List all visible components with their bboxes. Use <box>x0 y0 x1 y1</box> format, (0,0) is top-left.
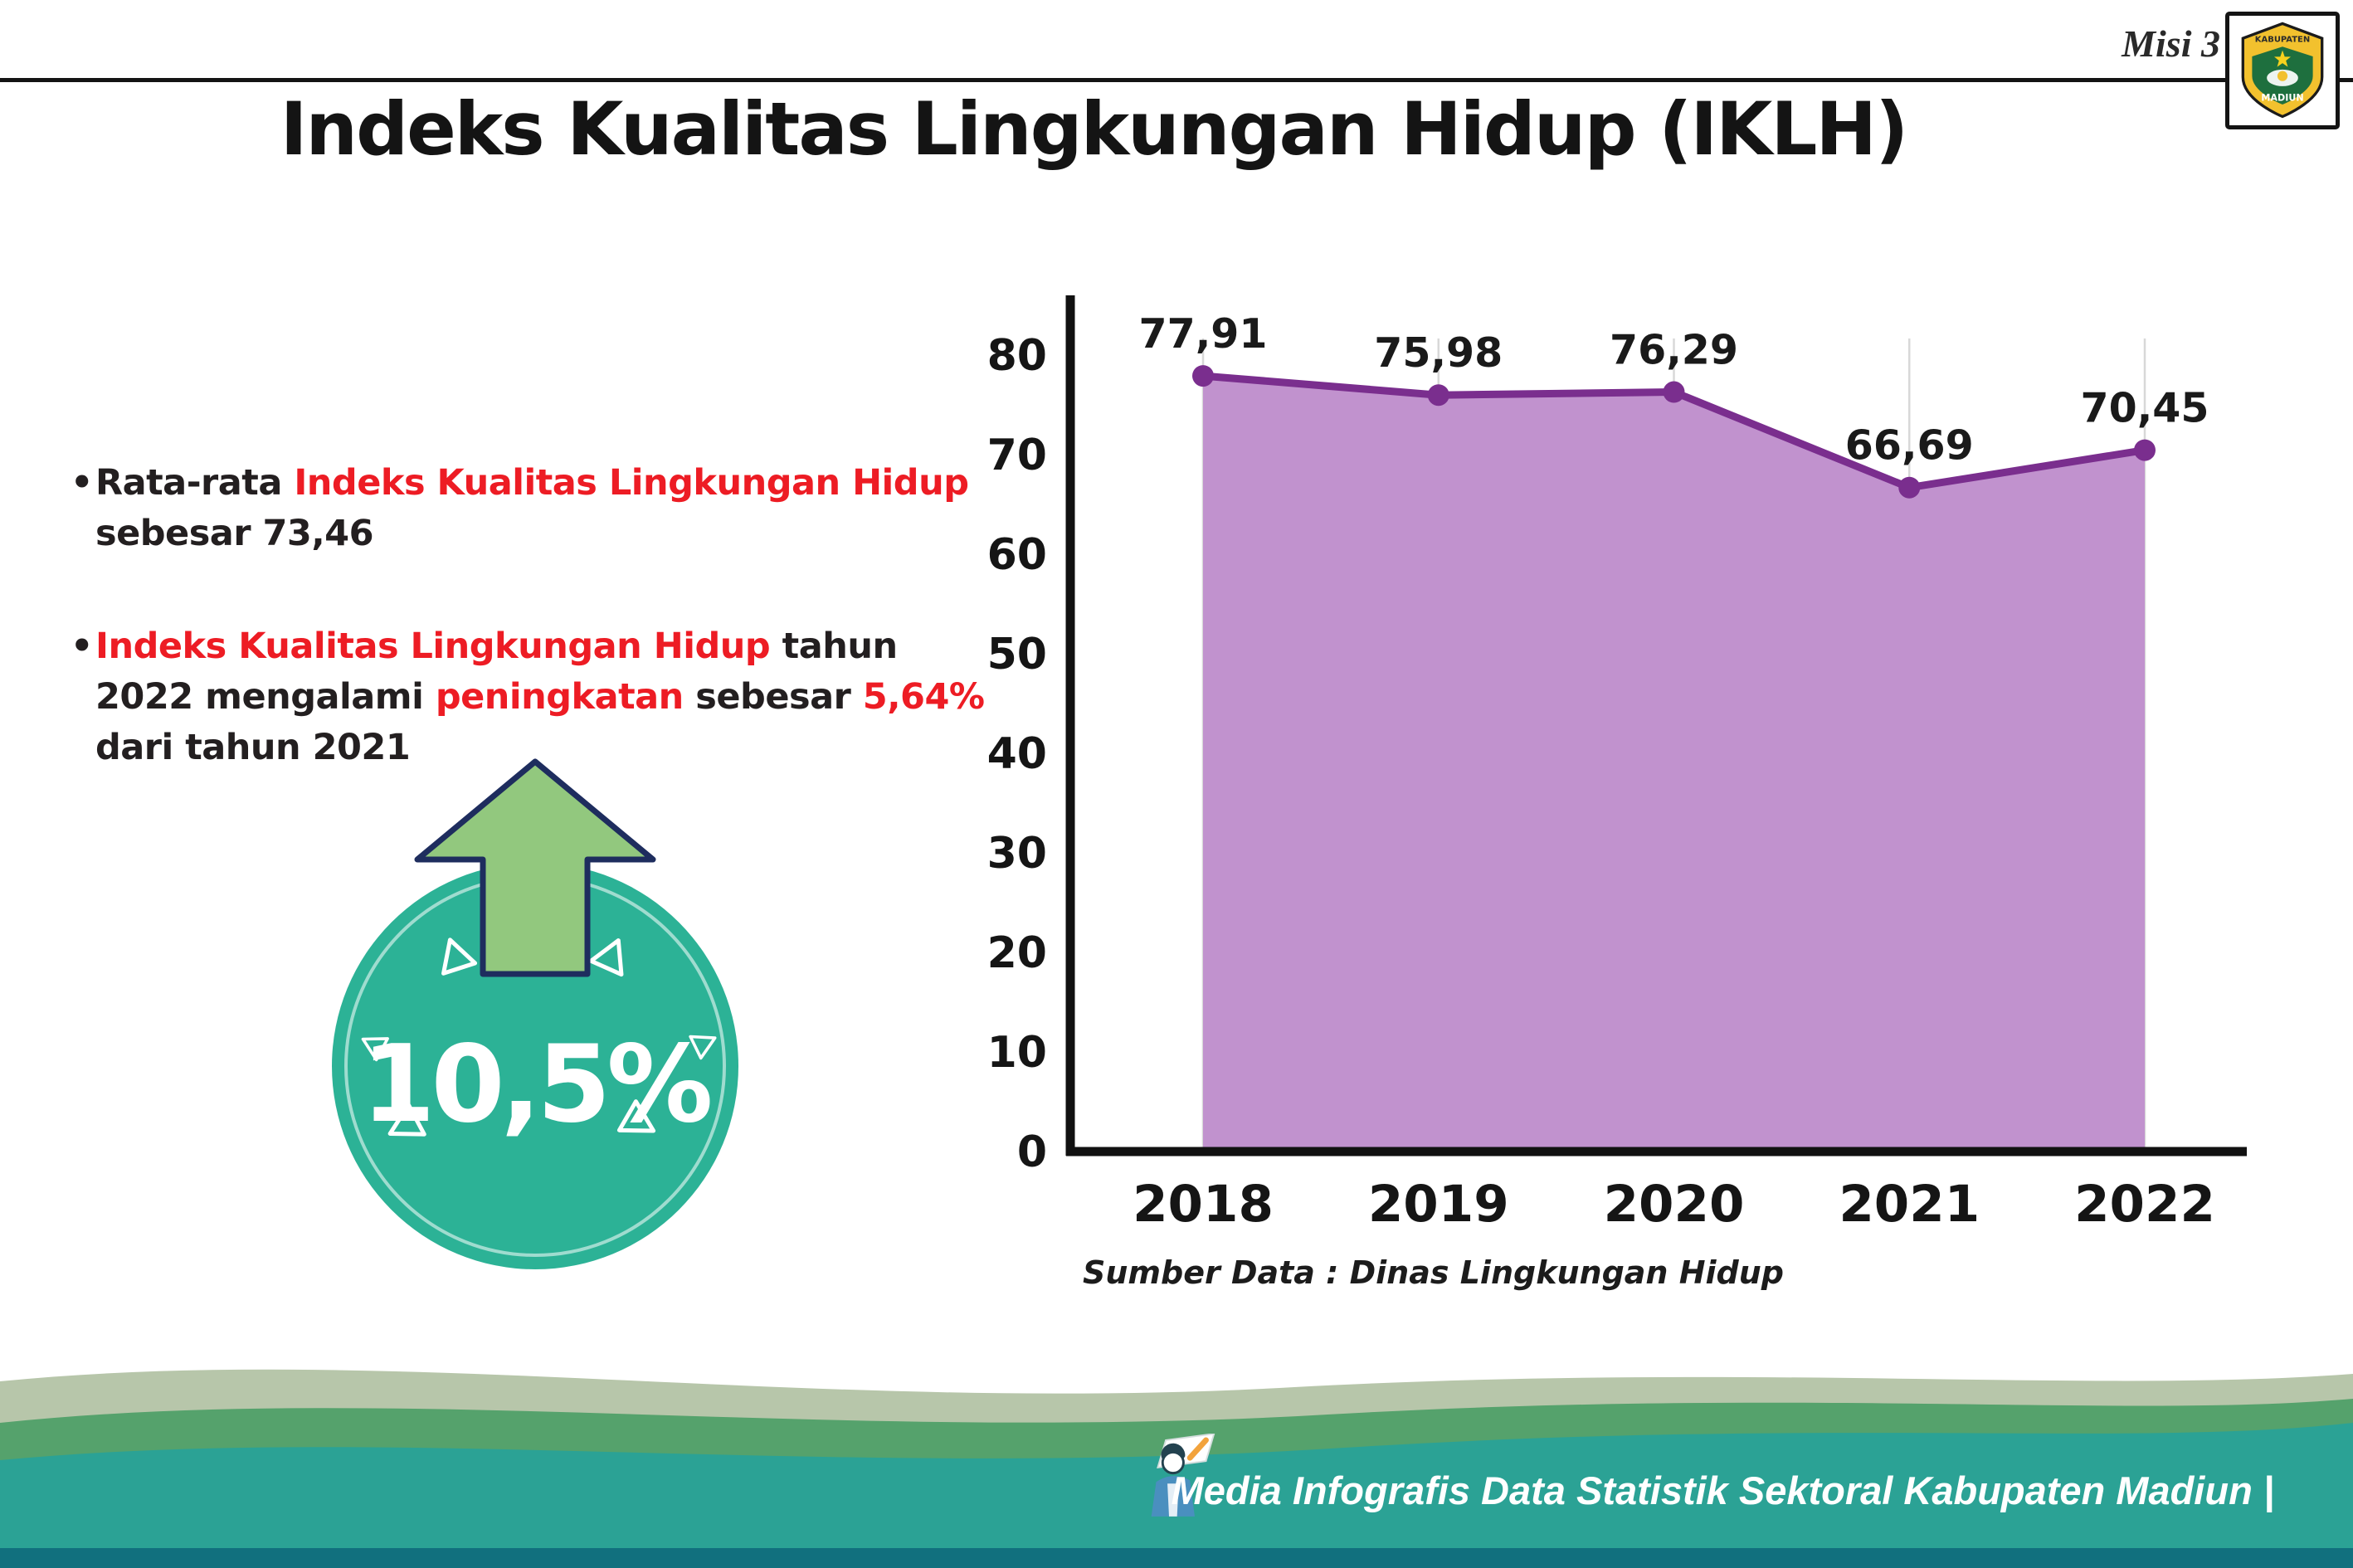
misi-label: Misi 3 <box>2122 22 2220 65</box>
chart-panel: 0 10 20 30 40 50 60 70 80 2018 2019 2020 2021 2022 77,… <box>979 280 2290 1291</box>
data-value-label: 75,98 <box>1374 329 1503 377</box>
logo-star-icon <box>2274 50 2291 67</box>
iklh-chart: 0 10 20 30 40 50 60 70 80 2018 2019 2020 2021 2022 77,… <box>987 295 2247 1234</box>
y-tick-label: 50 <box>987 630 1047 679</box>
bullet-text-segment: sebesar 73,46 <box>95 513 374 555</box>
x-tick-label: 2018 <box>1133 1175 1274 1234</box>
bullet-list: Rata-rata Indeks Kualitas Lingkungan Hid… <box>71 458 991 835</box>
footer-caption: Media Infografis Data Statistik Sektoral… <box>1171 1468 2274 1512</box>
x-tick-label: 2020 <box>1604 1175 1745 1234</box>
y-tick-label: 70 <box>987 431 1047 480</box>
bullet-text-segment: Indeks Kualitas Lingkungan Hidup <box>95 626 771 668</box>
y-tick-label: 20 <box>987 928 1047 978</box>
bullet-text-segment: tahun 2022 mengalami <box>95 626 898 718</box>
data-point <box>1427 384 1449 407</box>
bullet-text-segment: 5,64% <box>862 676 985 718</box>
bullet-text-segment: peningkatan <box>435 676 684 718</box>
bullet-text-segment: Rata-rata <box>95 462 295 504</box>
y-tick-label: 10 <box>987 1028 1047 1078</box>
bullet-text-segment: Indeks Kualitas Lingkungan Hidup <box>294 462 969 504</box>
y-tick-label: 0 <box>1017 1127 1047 1177</box>
x-tick-label: 2022 <box>2074 1175 2215 1234</box>
bullet-text-segment: sebesar <box>683 676 863 718</box>
bullet-text-segment: dari tahun 2021 <box>95 727 411 769</box>
data-point <box>1898 476 1921 499</box>
y-tick-label: 30 <box>987 829 1047 879</box>
data-point <box>2134 439 2156 461</box>
bullet-item: Indeks Kualitas Lingkungan Hidup tahun 2… <box>71 621 991 773</box>
kabupaten-madiun-logo: KABUPATEN MADIUN <box>2225 12 2340 129</box>
data-point <box>1192 365 1214 387</box>
header-divider-line <box>0 78 2353 82</box>
logo-text-bottom: MADIUN <box>2261 93 2303 104</box>
x-tick-label: 2021 <box>1839 1175 1980 1234</box>
y-tick-label: 80 <box>987 331 1047 381</box>
page-title: Indeks Kualitas Lingkungan Hidup (IKLH) <box>280 86 1909 172</box>
data-point <box>1663 381 1685 403</box>
y-tick-label: 60 <box>987 530 1047 580</box>
data-value-label: 70,45 <box>2081 385 2209 432</box>
writer-mascot-icon <box>1151 1434 1215 1517</box>
bullet-item: Rata-rata Indeks Kualitas Lingkungan Hid… <box>71 458 991 559</box>
data-value-label: 66,69 <box>1845 422 1974 470</box>
data-value-label: 76,29 <box>1610 327 1738 374</box>
up-arrow-icon <box>414 758 656 977</box>
kabupaten-madiun-crest-icon: KABUPATEN MADIUN <box>2241 22 2324 119</box>
x-tick-label: 2019 <box>1368 1175 1509 1234</box>
badge-value: 10,5% <box>361 1022 713 1147</box>
chart-source: Sumber Data : Dinas Lingkungan Hidup <box>1083 1254 1784 1291</box>
area-fill <box>1203 376 2145 1152</box>
y-tick-label: 40 <box>987 729 1047 779</box>
data-value-label: 77,91 <box>1139 310 1268 358</box>
logo-text-top: KABUPATEN <box>2255 36 2310 45</box>
